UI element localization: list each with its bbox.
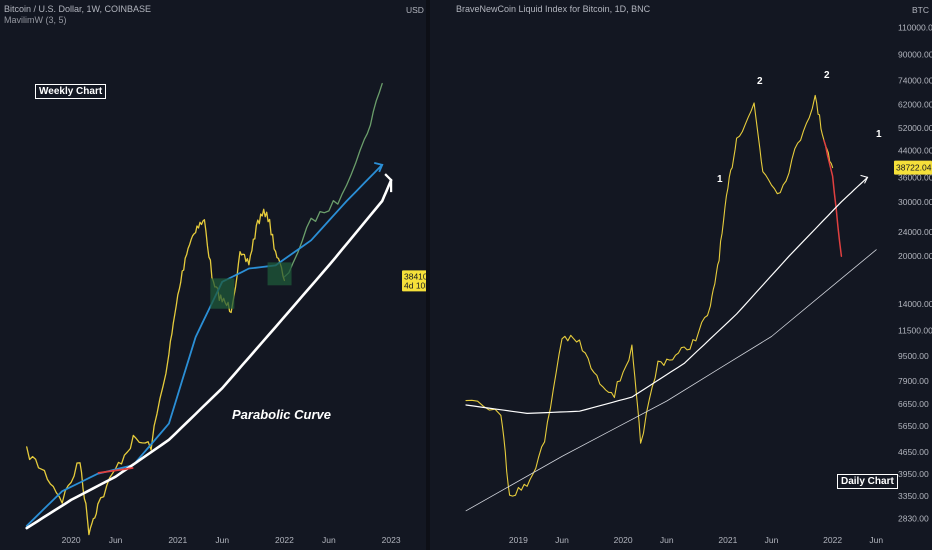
daily-wave-label: 2 (757, 76, 763, 87)
daily-y-tick-label: 36000.00 (898, 172, 932, 182)
daily-y-tick-label: 74000.00 (898, 76, 932, 86)
daily-chart-panel[interactable]: 110000.00 90000.00 74000.00 62000.00 52000.0… (430, 0, 932, 550)
daily-trend-line (465, 249, 877, 512)
daily-currency-label: BTC (912, 5, 929, 15)
weekly-chart-title: Bitcoin / U.S. Dollar, 1W, COINBASE (4, 4, 152, 14)
daily-x-tick-label: Jun (555, 535, 569, 545)
daily-price-tag (894, 160, 932, 175)
daily-x-tick-label: Jun (660, 535, 674, 545)
daily-x-tick-label: 2020 (614, 535, 633, 545)
weekly-price-tag-countdown: 4d 10h (404, 280, 426, 290)
daily-price-tag-value: 38722.04 (896, 163, 932, 173)
daily-wave-label: 2 (824, 70, 830, 81)
weekly-mavilim-arrow-head (374, 161, 384, 173)
weekly-chart-box-label: Weekly Chart (35, 84, 107, 99)
daily-y-tick-label: 30000.00 (898, 197, 932, 207)
mavilim-indicator-label: MavilimW (3, 5) (4, 15, 67, 25)
daily-y-tick-label: 44000.00 (898, 145, 932, 155)
daily-y-tick-label: 110000.00 (898, 22, 932, 32)
daily-y-tick-label: 52000.00 (898, 123, 932, 133)
weekly-x-tick-label: 2021 (168, 535, 187, 545)
daily-wave-label: 1 (876, 129, 882, 140)
daily-y-tick-label: 9500.00 (898, 351, 929, 361)
weekly-chart-svg[interactable]: 260000.00210000.00180000.00150000.001200… (0, 0, 426, 550)
daily-chart-title: BraveNewCoin Liquid Index for Bitcoin, 1… (456, 4, 651, 14)
weekly-price-tag-value: 38410.74 (404, 271, 426, 281)
daily-chart-box-label: Daily Chart (837, 474, 898, 489)
daily-x-tick-label: 2021 (718, 535, 737, 545)
weekly-mavilim-line (25, 163, 384, 527)
daily-y-tick-label: 3950.00 (898, 469, 929, 479)
daily-price-line (465, 94, 834, 497)
daily-y-tick-label: 11500.00 (898, 325, 932, 335)
weekly-x-tick-label: Jun (215, 535, 229, 545)
weekly-recent-price-line (283, 82, 383, 278)
daily-y-tick-label: 2830.00 (898, 514, 929, 524)
weekly-chart-header: Bitcoin / U.S. Dollar, 1W, COINBASE Mavi… (4, 4, 151, 26)
daily-parabola-arrow-head (860, 174, 869, 184)
weekly-mavilim-red-segment (97, 467, 134, 474)
daily-y-tick-label: 5650.00 (898, 421, 929, 431)
weekly-x-tick-label: Jun (109, 535, 123, 545)
daily-x-tick-label: Jun (869, 535, 883, 545)
daily-x-tick-label: 2019 (509, 535, 528, 545)
weekly-support-zone (267, 262, 292, 286)
weekly-price-tag (402, 270, 426, 292)
weekly-parabola-arrow-head (384, 173, 393, 193)
daily-y-tick-label: 3350.00 (898, 491, 929, 501)
weekly-x-tick-label: 2022 (275, 535, 294, 545)
weekly-support-zone (210, 278, 235, 309)
daily-x-tick-label: Jun (765, 535, 779, 545)
daily-wave-label: 1 (717, 174, 723, 185)
daily-y-tick-label: 20000.00 (898, 251, 932, 261)
weekly-chart-panel[interactable]: 260000.00210000.00180000.00150000.001200… (0, 0, 426, 550)
weekly-x-tick-label: 2020 (62, 535, 81, 545)
daily-y-tick-label: 90000.00 (898, 49, 932, 59)
daily-y-tick-label: 7900.00 (898, 376, 929, 386)
weekly-x-tick-label: Jun (322, 535, 336, 545)
weekly-currency-label: USD (406, 5, 424, 15)
weekly-curve-label: Parabolic Curve (232, 407, 331, 422)
daily-y-tick-label: 14000.00 (898, 299, 932, 309)
weekly-parabolic-curve (25, 178, 393, 530)
daily-x-tick-label: 2022 (823, 535, 842, 545)
daily-correction-line (823, 139, 843, 257)
daily-parabolic-curve (465, 176, 869, 414)
daily-chart-svg[interactable]: 110000.00 90000.00 74000.00 62000.00 52000.0… (430, 0, 932, 550)
daily-y-tick-label: 6650.00 (898, 399, 929, 409)
daily-y-tick-label: 4650.00 (898, 447, 929, 457)
daily-y-tick-label: 24000.00 (898, 227, 932, 237)
weekly-x-tick-label: 2023 (382, 535, 401, 545)
daily-y-tick-label: 62000.00 (898, 99, 932, 109)
weekly-price-line (26, 208, 286, 536)
panel-separator[interactable] (426, 0, 430, 550)
daily-chart-header: BraveNewCoin Liquid Index for Bitcoin, 1… (456, 4, 650, 15)
